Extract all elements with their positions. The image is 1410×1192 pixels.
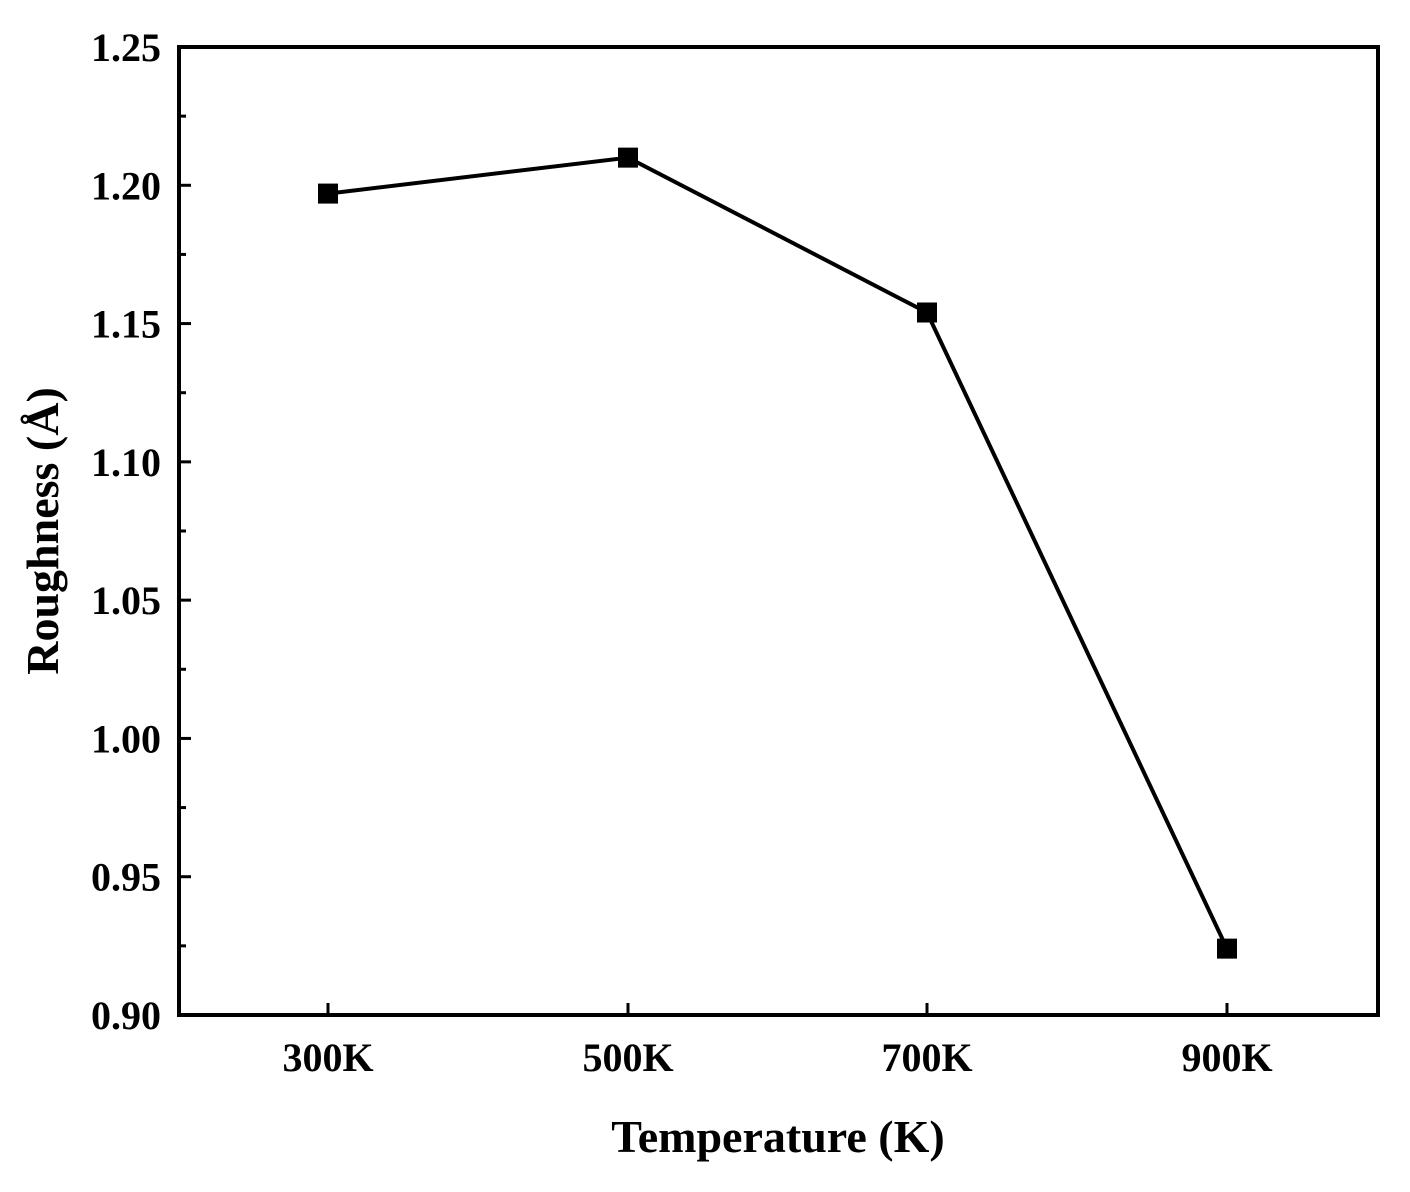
x-tick-label: 500K bbox=[582, 1035, 673, 1080]
y-tick-label: 1.00 bbox=[91, 716, 161, 761]
data-point-marker bbox=[618, 147, 638, 168]
series-line bbox=[327, 155, 1229, 950]
y-tick-label: 1.05 bbox=[91, 578, 161, 623]
x-tick-label: 900K bbox=[1181, 1035, 1272, 1080]
y-tick-label: 1.20 bbox=[91, 163, 161, 208]
y-tick-label: 0.90 bbox=[91, 993, 161, 1038]
ticks-layer: 0.90 0.95 1.00 1.05 1.10 1.15 1.20 1.25 300K 500K… bbox=[91, 25, 1273, 1080]
x-tick-label: 300K bbox=[282, 1035, 373, 1080]
series-layer bbox=[318, 147, 1237, 959]
y-tick-label: 1.25 bbox=[91, 25, 161, 70]
data-point-marker bbox=[1217, 938, 1237, 959]
y-axis-title: Roughness (Å) bbox=[17, 387, 68, 675]
data-point-marker bbox=[318, 183, 338, 204]
x-axis-title: Temperature (K) bbox=[611, 1111, 944, 1162]
y-tick-label: 1.10 bbox=[91, 440, 161, 485]
data-point-marker bbox=[917, 302, 937, 323]
y-tick-label: 0.95 bbox=[91, 855, 161, 900]
x-tick-label: 700K bbox=[881, 1035, 972, 1080]
plot-frame bbox=[177, 45, 1380, 1017]
y-tick-label: 1.15 bbox=[91, 302, 161, 347]
